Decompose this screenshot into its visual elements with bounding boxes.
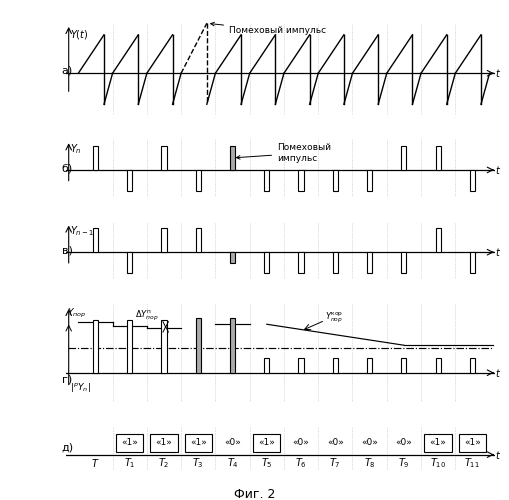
Text: $t$: $t$ [494,366,500,378]
Text: «0»: «0» [394,438,411,447]
Bar [298,358,303,372]
Bar [252,434,280,452]
Text: «1»: «1» [121,438,138,447]
Text: «1»: «1» [429,438,446,447]
Bar [366,170,372,191]
Text: $Y^{\rm кор}_{пор}$: $Y^{\rm кор}_{пор}$ [324,310,343,324]
Bar [435,228,440,252]
Text: $Y_{n-1}$: $Y_{n-1}$ [70,224,94,238]
Bar [458,434,485,452]
Bar [469,252,474,273]
Bar [435,146,440,170]
Text: «0»: «0» [292,438,309,447]
Bar [230,252,235,262]
Bar [264,170,269,191]
Bar [150,434,177,452]
Text: «1»: «1» [155,438,172,447]
Bar [127,170,132,191]
Text: $T_1$: $T_1$ [124,456,135,470]
Bar [298,252,303,273]
Bar [230,318,235,372]
Text: $T$: $T$ [91,457,100,469]
Bar [401,252,406,273]
Text: «1»: «1» [463,438,480,447]
Text: $T_{10}$: $T_{10}$ [429,456,445,470]
Text: $T_7$: $T_7$ [329,456,341,470]
Bar [93,228,98,252]
Bar [93,146,98,170]
Text: $T_9$: $T_9$ [397,456,409,470]
Text: Помеховый
импульс: Помеховый импульс [236,144,330,163]
Text: $|^{р}Y_n|$: $|^{р}Y_n|$ [70,380,91,394]
Bar [401,146,406,170]
Text: а): а) [61,66,72,76]
Text: $T_5$: $T_5$ [261,456,272,470]
Text: $\Delta Y^{\rm п}_{пор}$: $\Delta Y^{\rm п}_{пор}$ [135,309,158,323]
Bar [298,170,303,191]
Bar [161,228,166,252]
Text: $T_8$: $T_8$ [363,456,375,470]
Text: Помеховый импульс: Помеховый импульс [210,22,326,36]
Text: «0»: «0» [223,438,240,447]
Bar [195,318,201,372]
Bar [195,170,201,191]
Bar [184,434,212,452]
Bar [332,170,337,191]
Text: «0»: «0» [326,438,343,447]
Bar [161,146,166,170]
Bar [366,252,372,273]
Text: $t$: $t$ [494,164,500,176]
Text: «0»: «0» [360,438,377,447]
Bar [423,434,451,452]
Text: $Y(t)$: $Y(t)$ [70,28,89,42]
Bar [469,358,474,372]
Bar [264,358,269,372]
Bar [332,252,337,273]
Text: $t$: $t$ [494,68,500,80]
Text: $Y_n$: $Y_n$ [70,142,81,156]
Text: $T_2$: $T_2$ [158,456,169,470]
Text: $T_4$: $T_4$ [226,456,238,470]
Bar [264,252,269,273]
Text: Фиг. 2: Фиг. 2 [234,488,275,500]
Text: $t$: $t$ [494,246,500,258]
Bar [230,146,235,170]
Text: $T_6$: $T_6$ [295,456,306,470]
Bar [332,358,337,372]
Bar [127,252,132,273]
Text: «1»: «1» [258,438,275,447]
Bar [195,228,201,252]
Bar [116,434,143,452]
Text: в): в) [62,246,72,256]
Bar [401,358,406,372]
Bar [366,358,372,372]
Bar [161,320,166,372]
Text: «1»: «1» [189,438,206,447]
Text: б): б) [61,164,72,173]
Bar [127,320,132,372]
Text: г): г) [62,374,72,384]
Text: $t$: $t$ [494,448,500,460]
Text: $T_{11}$: $T_{11}$ [464,456,479,470]
Text: $Y_{пор}$: $Y_{пор}$ [67,307,87,320]
Bar [435,358,440,372]
Text: $T_3$: $T_3$ [192,456,204,470]
Text: д): д) [61,442,73,452]
Bar [93,320,98,372]
Bar [469,170,474,191]
